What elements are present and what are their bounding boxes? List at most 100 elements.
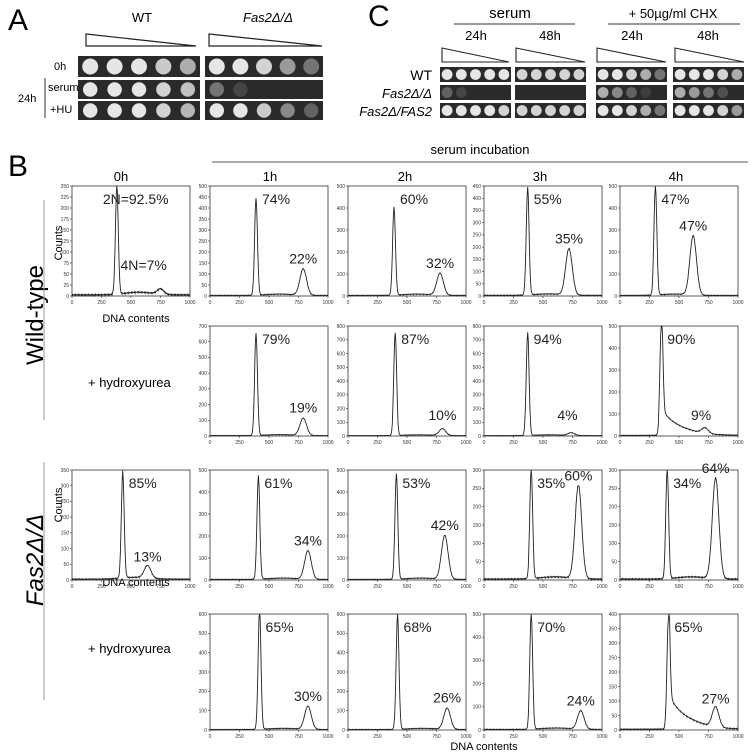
colony-spot bbox=[233, 82, 248, 97]
y-tick-label: 500 bbox=[199, 355, 208, 361]
x-tick-label: 750 bbox=[294, 584, 303, 590]
panel-a-row-24h: 24h bbox=[18, 93, 36, 105]
x-tick-label: 250 bbox=[235, 440, 244, 446]
y-tick-label: 50 bbox=[475, 559, 481, 565]
peak2-label: 34% bbox=[294, 532, 322, 548]
x-tick-label: 0 bbox=[209, 584, 212, 590]
y-tick-label: 500 bbox=[609, 324, 618, 330]
colony-spot bbox=[573, 105, 585, 116]
y-tick-label: 400 bbox=[473, 635, 482, 641]
histogram-panel: 0 100 200 300 400 500 600 700 0 250 500 750 1000 79% 1… bbox=[199, 324, 334, 446]
y-tick-label: 700 bbox=[473, 338, 482, 344]
y-tick-label: 300 bbox=[199, 387, 208, 393]
y-tick-label: 200 bbox=[199, 402, 208, 408]
panel-a-wt-header: WT bbox=[132, 10, 152, 25]
y-tick-label: 300 bbox=[473, 220, 482, 226]
colony-spot bbox=[717, 69, 729, 80]
y-tick-label: 250 bbox=[199, 239, 208, 245]
histogram-panel: 0 100 200 300 400 500 600 700 800 0 250 500 750 1000 8… bbox=[337, 324, 472, 446]
y-tick-label: 250 bbox=[609, 486, 618, 492]
panel-a-mut-header: Fas2Δ/Δ bbox=[243, 10, 293, 25]
y-tick-label: 500 bbox=[473, 612, 482, 618]
peak2-label: 10% bbox=[428, 407, 456, 423]
y-tick-label: 100 bbox=[337, 420, 346, 426]
peak2-label: 35% bbox=[555, 231, 583, 247]
colony-spot bbox=[208, 58, 225, 75]
colony-spot bbox=[597, 105, 609, 116]
y-tick-label: 300 bbox=[337, 670, 346, 676]
x-tick-label: 500 bbox=[127, 584, 136, 590]
colony-spot bbox=[654, 69, 666, 80]
panel-a-row-hu: +HU bbox=[50, 104, 72, 116]
colony-spot bbox=[703, 105, 714, 116]
x-tick-label: 0 bbox=[347, 300, 350, 306]
y-tick-label: 400 bbox=[337, 650, 346, 656]
colony-spot bbox=[484, 69, 496, 80]
peak2-label: 9% bbox=[691, 407, 711, 423]
y-tick-label: 200 bbox=[473, 245, 482, 251]
x-tick-label: 250 bbox=[373, 300, 382, 306]
colony-spot bbox=[131, 103, 147, 118]
histogram-trace bbox=[619, 325, 739, 437]
x-tick-label: 1000 bbox=[732, 440, 743, 446]
colony-spot bbox=[156, 103, 171, 118]
colony-spot bbox=[303, 58, 320, 75]
x-tick-label: 1000 bbox=[596, 584, 607, 590]
x-tick-label: 750 bbox=[156, 584, 165, 590]
y-tick-label: 50 bbox=[201, 283, 207, 289]
y-tick-label: 400 bbox=[199, 371, 208, 377]
x-tick-label: 1000 bbox=[322, 300, 333, 306]
colony-spot bbox=[688, 105, 700, 116]
x-tick-label: 1000 bbox=[184, 300, 195, 306]
y-tick-label: 600 bbox=[337, 351, 346, 357]
histogram-trace bbox=[347, 206, 467, 297]
colony-spot bbox=[611, 105, 623, 116]
y-tick-label: 0 bbox=[204, 294, 207, 300]
histogram-trace bbox=[209, 332, 329, 437]
histogram-panel: 0 100 200 300 400 500 600 700 800 0 250 500 750 1000 9… bbox=[473, 324, 608, 446]
spot-plate bbox=[440, 85, 511, 100]
x-tick-label: 0 bbox=[483, 300, 486, 306]
colony-spot bbox=[470, 105, 481, 116]
colony-spot bbox=[107, 103, 122, 118]
x-tick-label: 0 bbox=[483, 734, 486, 740]
y-tick-label: 0 bbox=[66, 294, 69, 300]
y-tick-label: 350 bbox=[473, 208, 482, 214]
y-tick-label: 0 bbox=[478, 728, 481, 734]
x-tick-label: 500 bbox=[675, 734, 684, 740]
y-tick-label: 50 bbox=[475, 282, 481, 288]
x-tick-label: 750 bbox=[294, 300, 303, 306]
y-tick-label: 0 bbox=[342, 434, 345, 440]
y-tick-label: 100 bbox=[199, 556, 208, 562]
dilution-triangle bbox=[441, 47, 510, 63]
panel-a-letter: A bbox=[8, 4, 28, 37]
y-tick-label: 200 bbox=[609, 390, 618, 396]
y-tick-label: 200 bbox=[609, 250, 618, 256]
y-tick-label: 250 bbox=[609, 655, 618, 661]
histogram-trace bbox=[209, 613, 329, 731]
histogram-trace bbox=[347, 473, 466, 581]
colony-spot bbox=[279, 58, 296, 75]
histogram-panel: 0 50 100 150 200 250 300 0 250 500 750 1000 34%64% bbox=[609, 460, 744, 590]
x-tick-label: 500 bbox=[539, 584, 548, 590]
histogram-panel: 0 50 100 150 200 250 300 350 0 250 500 750 1000 85% 13… bbox=[61, 468, 196, 590]
y-tick-label: 500 bbox=[609, 184, 618, 190]
dilution-triangle bbox=[515, 47, 586, 63]
row-label-wildtype: Wild-type bbox=[22, 265, 49, 365]
x-tick-label: 250 bbox=[373, 734, 382, 740]
y-tick-label: 200 bbox=[473, 681, 482, 687]
x-tick-label: 500 bbox=[675, 300, 684, 306]
y-tick-label: 150 bbox=[61, 228, 70, 234]
panel-a-row-serum: serum bbox=[48, 82, 79, 94]
y-tick-label: 0 bbox=[342, 578, 345, 584]
y-tick-label: 200 bbox=[199, 689, 208, 695]
histogram-trace bbox=[347, 332, 467, 437]
y-tick-label: 100 bbox=[609, 412, 618, 418]
x-tick-label: 250 bbox=[645, 734, 654, 740]
colony-spot bbox=[180, 82, 196, 97]
y-tick-label: 150 bbox=[609, 684, 618, 690]
x-tick-label: 250 bbox=[509, 734, 518, 740]
y-tick-label: 0 bbox=[614, 434, 617, 440]
histogram-trace bbox=[483, 332, 603, 437]
y-tick-label: 0 bbox=[204, 578, 207, 584]
